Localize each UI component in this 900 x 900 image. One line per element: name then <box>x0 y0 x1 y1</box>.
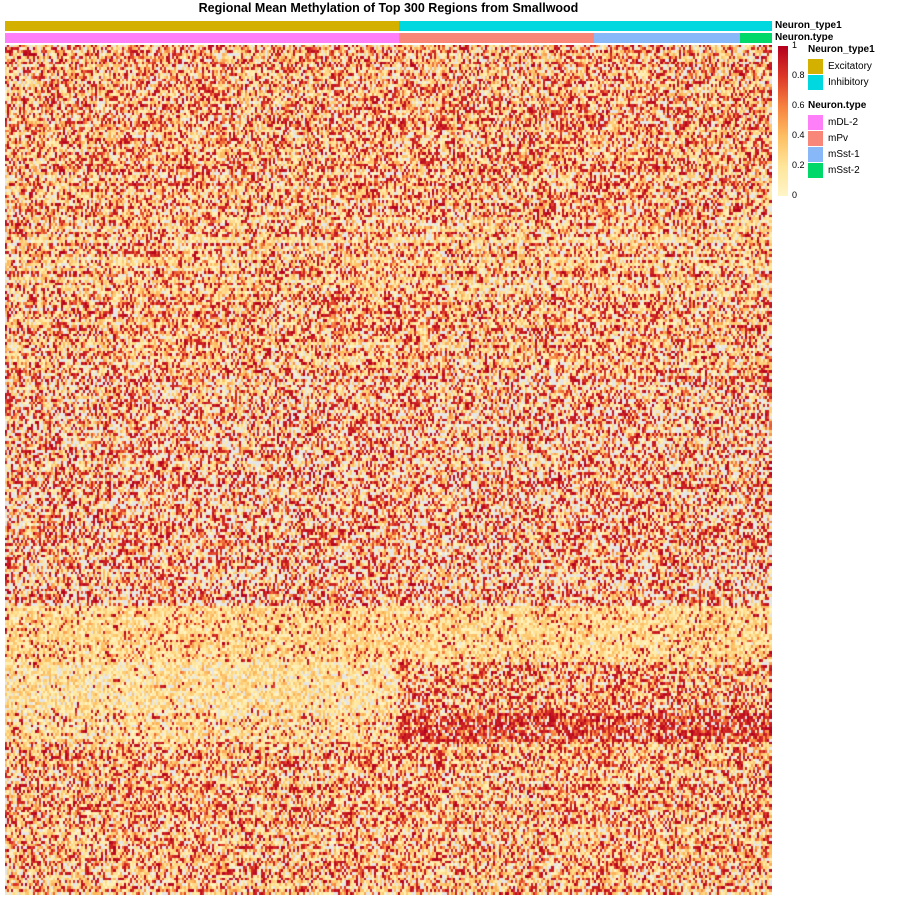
legend-items-neuron-type: mDL-2 mPv mSst-1 mSst-2 <box>808 114 866 178</box>
colorbar-tick-label: 0.6 <box>792 100 805 110</box>
legend-neuron-type: Neuron.type mDL-2 mPv mSst-1 mSst-2 <box>808 100 866 178</box>
annotation-bar-neuron-type <box>5 33 772 43</box>
legend-label: Inhibitory <box>828 76 869 88</box>
legend-item: Excitatory <box>808 58 875 74</box>
colorbar-tick-label: 0.2 <box>792 160 805 170</box>
legend-swatch <box>808 74 823 90</box>
legend-neuron-type1: Neuron_type1 Excitatory Inhibitory <box>808 44 875 90</box>
legend-item: mPv <box>808 130 866 146</box>
chart-title: Regional Mean Methylation of Top 300 Reg… <box>198 1 579 15</box>
colorbar-tick-label: 0.8 <box>792 70 805 80</box>
annotation-name-neuron-type1: Neuron_type1 <box>775 20 842 31</box>
annotation-segment-mpv <box>398 33 595 43</box>
annotation-segment-mdl-2 <box>5 33 399 43</box>
legend-label: mSst-2 <box>828 164 860 176</box>
legend-label: mPv <box>828 132 848 144</box>
annotation-segment-msst-2 <box>739 33 772 43</box>
legend-label: Excitatory <box>828 60 872 72</box>
legend-items-neuron-type1: Excitatory Inhibitory <box>808 58 875 90</box>
legend-swatch <box>808 146 823 162</box>
colorbar-tick-label: 1 <box>792 40 798 50</box>
colorbar <box>778 46 788 196</box>
legend-item: mSst-2 <box>808 162 866 178</box>
legend-item: mDL-2 <box>808 114 866 130</box>
colorbar-tick-label: 0 <box>792 190 798 200</box>
annotation-segment-msst-1 <box>594 33 740 43</box>
annotation-segment-excitatory <box>5 21 399 31</box>
annotation-name-neuron-type: Neuron.type <box>775 32 834 43</box>
annotation-segment-inhibitory <box>398 21 772 31</box>
legend-title-neuron-type: Neuron.type <box>808 100 867 111</box>
colorbar-tick-label: 0.4 <box>792 130 805 140</box>
legend-swatch <box>808 114 823 130</box>
legend-title-neuron-type1: Neuron_type1 <box>808 44 875 55</box>
legend-swatch <box>808 130 823 146</box>
legend-item: Inhibitory <box>808 74 875 90</box>
legend-swatch <box>808 58 823 74</box>
annotation-bar-neuron-type1 <box>5 21 772 31</box>
methylation-heatmap <box>5 45 772 895</box>
legend-item: mSst-1 <box>808 146 866 162</box>
legend-swatch <box>808 162 823 178</box>
legend-label: mSst-1 <box>828 148 860 160</box>
legend-label: mDL-2 <box>828 116 859 128</box>
